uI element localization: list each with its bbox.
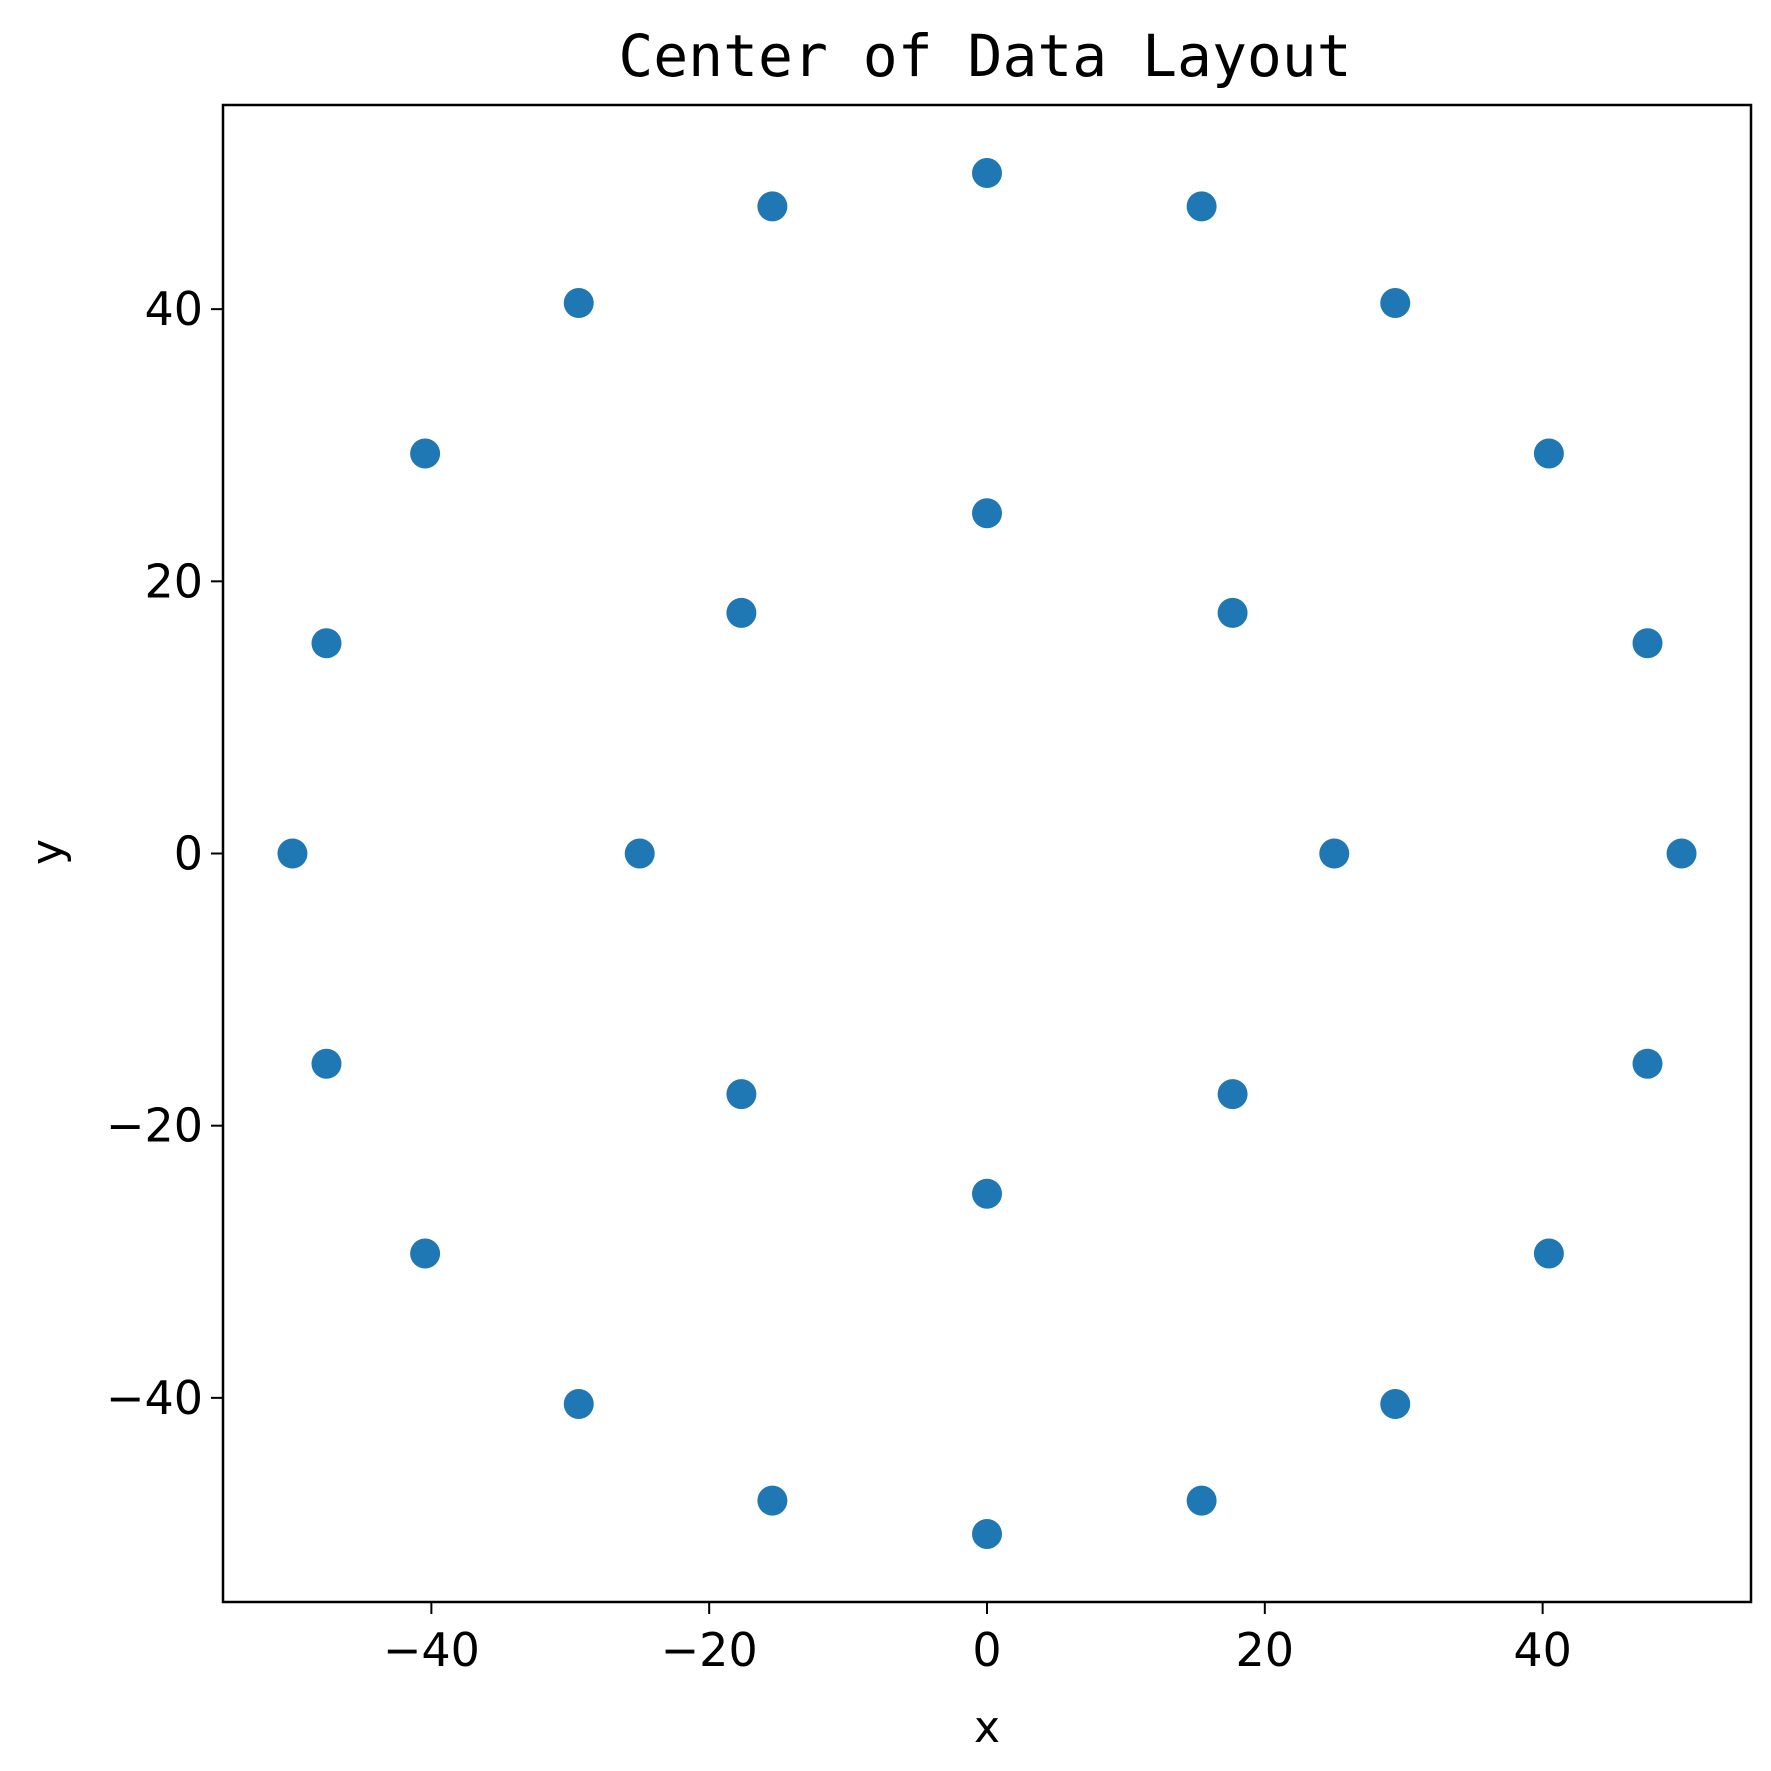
- scatter-point: [311, 1048, 342, 1079]
- scatter-point: [726, 1079, 757, 1110]
- scatter-point: [972, 158, 1002, 189]
- scatter-point: [1217, 597, 1248, 628]
- x-axis-label: x: [974, 1702, 1000, 1753]
- scatter-point: [1380, 288, 1411, 319]
- scatter-point: [1533, 438, 1564, 469]
- chart-title: Center of Data Layout: [618, 22, 1351, 90]
- scatter-point: [410, 1238, 441, 1269]
- scatter-point: [563, 288, 594, 319]
- x-tick-label: 40: [1513, 1623, 1572, 1677]
- y-tick-label: 0: [174, 827, 203, 881]
- scatter-point: [277, 838, 308, 869]
- scatter-point: [1632, 1048, 1663, 1079]
- x-tick-label: 0: [972, 1623, 1001, 1677]
- scatter-point: [1666, 838, 1697, 869]
- x-tick-label: −20: [661, 1623, 758, 1677]
- scatter-point: [726, 597, 757, 628]
- scatter-point: [563, 1388, 594, 1419]
- y-axis: −40 −20 0 20 40: [106, 282, 223, 1425]
- scatter-point: [972, 1178, 1002, 1209]
- x-tick-label: −40: [383, 1623, 480, 1677]
- scatter-point: [1533, 1238, 1564, 1269]
- y-tick-label: −20: [106, 1099, 203, 1153]
- y-axis-label: y: [22, 839, 73, 865]
- y-tick-label: −40: [106, 1371, 203, 1425]
- scatter-points: [277, 158, 1697, 1549]
- scatter-point: [1380, 1388, 1411, 1419]
- y-tick-label: 40: [144, 282, 203, 336]
- scatter-point: [1319, 838, 1350, 869]
- scatter-point: [1186, 191, 1217, 222]
- scatter-point: [757, 1485, 788, 1516]
- x-tick-label: 20: [1236, 1623, 1295, 1677]
- scatter-point: [410, 438, 441, 469]
- scatter-point: [1632, 628, 1663, 659]
- scatter-point: [624, 838, 655, 869]
- plot-frame: [221, 103, 1753, 1604]
- scatter-point: [757, 191, 788, 222]
- scatter-point: [1217, 1079, 1248, 1110]
- scatter-point: [972, 498, 1002, 529]
- scatter-point: [972, 1518, 1002, 1549]
- x-axis: −40 −20 0 20 40: [383, 1602, 1572, 1677]
- scatter-point: [311, 628, 342, 659]
- y-tick-label: 20: [144, 554, 203, 608]
- scatter-point: [1186, 1485, 1217, 1516]
